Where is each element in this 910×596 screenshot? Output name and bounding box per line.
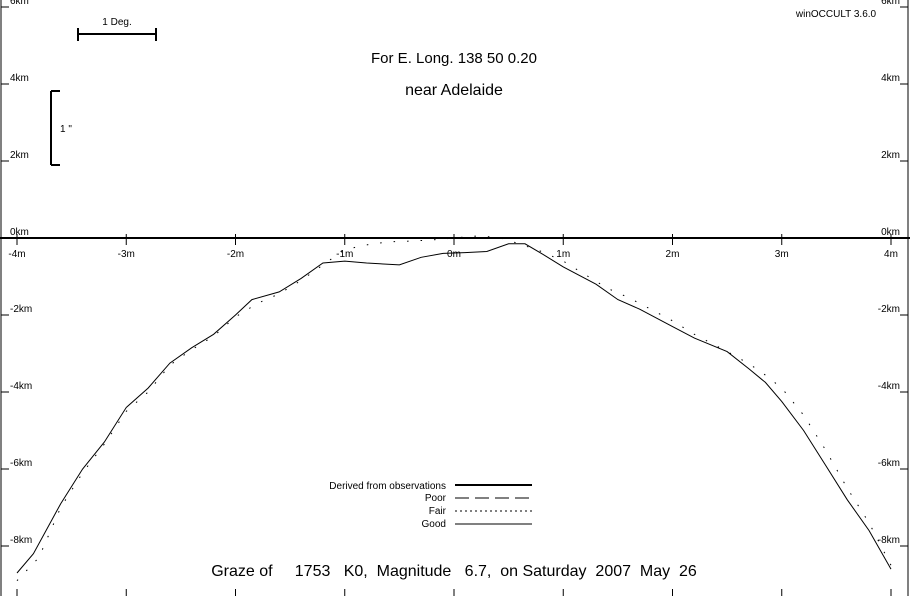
x-tick-label: -1m <box>336 249 353 260</box>
x-tick-label: 4m <box>884 249 898 260</box>
x-tick-label: -4m <box>8 249 25 260</box>
y-tick-label-right: -2km <box>878 304 900 315</box>
x-tick-label: -2m <box>227 249 244 260</box>
arcsec-scale-label: 1 " <box>60 124 72 135</box>
legend-poor-label: Poor <box>425 493 447 504</box>
x-tick-label: 2m <box>666 249 680 260</box>
arcsec-scale-bar: 1 " <box>50 90 72 166</box>
profile-fair <box>16 235 892 582</box>
legend-derived-label: Derived from observations <box>329 481 446 492</box>
limb-profiles <box>16 235 892 582</box>
y-tick-label-left: -4km <box>10 381 32 392</box>
degree-scale-bar: 1 Deg. <box>77 17 157 41</box>
chart-subtitle: near Adelaide <box>405 82 503 99</box>
legend: Derived from observations Poor Fair Good <box>329 481 532 530</box>
y-tick-label-right: 6km <box>881 0 900 7</box>
y-tick-label-right: 4km <box>881 73 900 84</box>
y-tick-label-right: 2km <box>881 150 900 161</box>
x-tick-label: 0m <box>447 249 461 260</box>
y-tick-label-left: 0km <box>10 227 29 238</box>
y-tick-label-right: 0km <box>881 227 900 238</box>
app-version: winOCCULT 3.6.0 <box>795 9 877 20</box>
legend-fair-label: Fair <box>429 506 447 517</box>
y-tick-label-right: -6km <box>878 458 900 469</box>
x-tick-label: 3m <box>775 249 789 260</box>
y-tick-label-right: -4km <box>878 381 900 392</box>
y-tick-label-left: 4km <box>10 73 29 84</box>
x-tick-label: -3m <box>118 249 135 260</box>
y-tick-label-left: 2km <box>10 150 29 161</box>
degree-scale-label: 1 Deg. <box>102 17 131 28</box>
y-tick-label-left: -6km <box>10 458 32 469</box>
y-tick-label-left: -2km <box>10 304 32 315</box>
y-tick-label-left: -8km <box>10 535 32 546</box>
profile-good <box>16 243 892 574</box>
legend-good-label: Good <box>422 519 446 530</box>
y-tick-label-left: 6km <box>10 0 29 7</box>
graze-event-description: Graze of 1753 K0, Magnitude 6.7, on Satu… <box>211 563 697 580</box>
chart-title: For E. Long. 138 50 0.20 <box>371 50 537 67</box>
y-tick-label-right: -8km <box>878 535 900 546</box>
x-tick-label: 1m <box>556 249 570 260</box>
